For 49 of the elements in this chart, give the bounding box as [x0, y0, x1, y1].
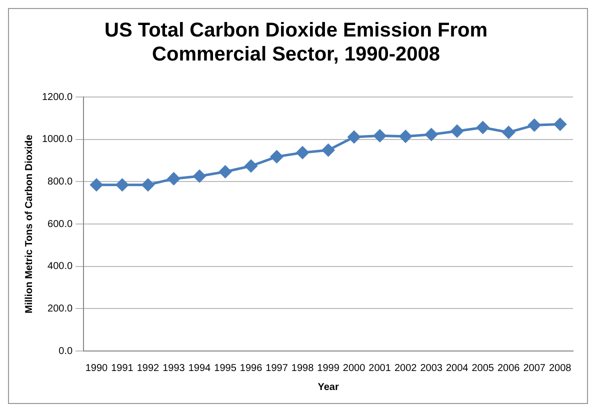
- y-tick-label: 0.0: [58, 346, 74, 357]
- x-tick-label: 2004: [446, 362, 469, 374]
- x-tick-label: 2002: [394, 362, 418, 374]
- x-tick-label: 1995: [214, 362, 237, 374]
- x-tick-label: 1997: [266, 362, 288, 374]
- point: [554, 118, 566, 131]
- point: [142, 178, 154, 192]
- x-tick-label: 1999: [317, 362, 340, 374]
- point: [296, 146, 309, 159]
- x-tick-label: 1996: [240, 362, 263, 374]
- text: US Total Carbon Dioxide Emission From: [104, 20, 488, 42]
- y-tick-label: 1000.0: [42, 134, 74, 146]
- y-tick-label: 1200.0: [42, 92, 74, 103]
- point: [244, 160, 258, 172]
- point: [476, 121, 490, 134]
- y-tick-label: 200.0: [48, 303, 74, 314]
- point: [502, 126, 515, 139]
- point: [399, 130, 412, 143]
- y-tick-label: 600.0: [48, 218, 74, 230]
- x-tick-label: 1994: [188, 362, 212, 374]
- point: [90, 178, 103, 192]
- y-tick-label: 400.0: [48, 261, 74, 272]
- x-axis-title: Year: [318, 382, 339, 393]
- x-tick-label: 2003: [420, 362, 443, 374]
- x-tick-label: 2005: [472, 362, 494, 374]
- point: [348, 130, 360, 144]
- x-tick-label: 1992: [136, 362, 160, 374]
- point: [270, 150, 284, 163]
- point: [450, 124, 464, 138]
- x-tick-label: 2001: [368, 362, 392, 374]
- text: Commercial Sector, 1990-2008: [152, 44, 440, 66]
- x-tick-label: 1998: [291, 362, 314, 374]
- x-tick-label: 2000: [342, 362, 366, 374]
- point: [193, 170, 206, 182]
- point: [322, 144, 335, 156]
- point: [528, 118, 541, 132]
- point: [167, 172, 180, 185]
- x-tick-label: 1990: [85, 362, 108, 374]
- x-tick-label: 2007: [523, 362, 546, 374]
- x-tick-label: 1993: [162, 362, 186, 374]
- x-tick-label: 2006: [497, 362, 520, 374]
- point: [374, 129, 386, 142]
- x-tick-label: 1991: [111, 362, 134, 374]
- x-tick-label: 2008: [548, 362, 572, 374]
- point: [219, 165, 232, 178]
- y-axis-title: Million Metric Tons of Carbon Dioxide: [24, 134, 35, 314]
- y-tick-label: 800.0: [48, 176, 74, 188]
- point: [116, 178, 128, 192]
- point: [425, 128, 438, 141]
